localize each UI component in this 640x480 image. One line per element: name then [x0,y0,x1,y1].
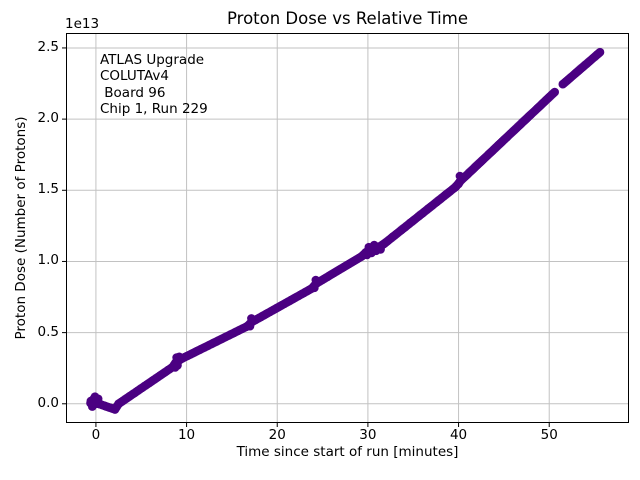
x-tick-label: 50 [540,427,558,443]
data-point [376,245,385,254]
run-info-annotation: ATLAS Upgrade COLUTAv4 Board 96 Chip 1, … [100,52,208,118]
x-tick-label: 10 [177,427,196,443]
data-point [247,314,256,323]
y-tick-label: 0.5 [37,323,59,340]
data-point [311,275,321,285]
y-axis-label: Proton Dose (Number of Protons) [13,116,29,340]
y-tick-label: 0.0 [37,394,59,411]
x-tick-label: 0 [91,427,101,443]
data-point [550,87,559,97]
x-tick-label: 30 [359,427,377,443]
data-point [454,179,463,189]
data-point [369,240,379,250]
data-point [595,47,605,57]
y-tick-label: 2.0 [37,110,59,127]
data-point [310,283,319,293]
data-point [455,171,465,181]
x-tick-label: 20 [268,427,286,443]
y-tick-label: 1.5 [37,181,59,198]
chart-title: Proton Dose vs Relative Time [226,9,468,28]
x-tick-label: 40 [449,427,468,443]
data-point [245,321,255,331]
data-point [90,392,100,402]
data-point [172,353,181,362]
y-axis-offset-label: 1e13 [65,16,100,32]
data-point [88,402,97,411]
y-tick-label: 1.0 [37,252,59,269]
data-point [173,361,182,370]
axes-spines [66,33,629,423]
x-axis-label: Time since start of run [minutes] [236,444,459,460]
y-tick-label: 2.5 [37,38,59,55]
